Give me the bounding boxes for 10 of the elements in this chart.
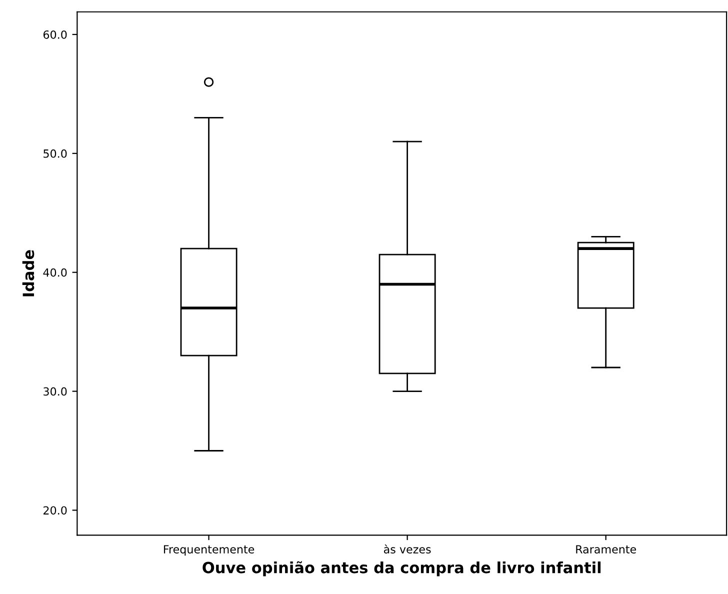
x-tick-label: Frequentemente [164,545,254,556]
y-tick-label: 30.0 [44,387,67,396]
y-tick-label: 60.0 [43,30,67,39]
x-tick-label: Raramente [576,545,636,554]
y-tick-label: 40.0 [43,268,67,277]
y-axis-title: Idade [22,250,34,296]
x-tick-label: às vezes [384,544,431,554]
y-tick-label: 20.0 [44,506,67,515]
x-axis-title: Ouve opinião antes da compra de livro infantil [202,561,601,576]
y-tick-label: 50.0 [44,149,67,158]
